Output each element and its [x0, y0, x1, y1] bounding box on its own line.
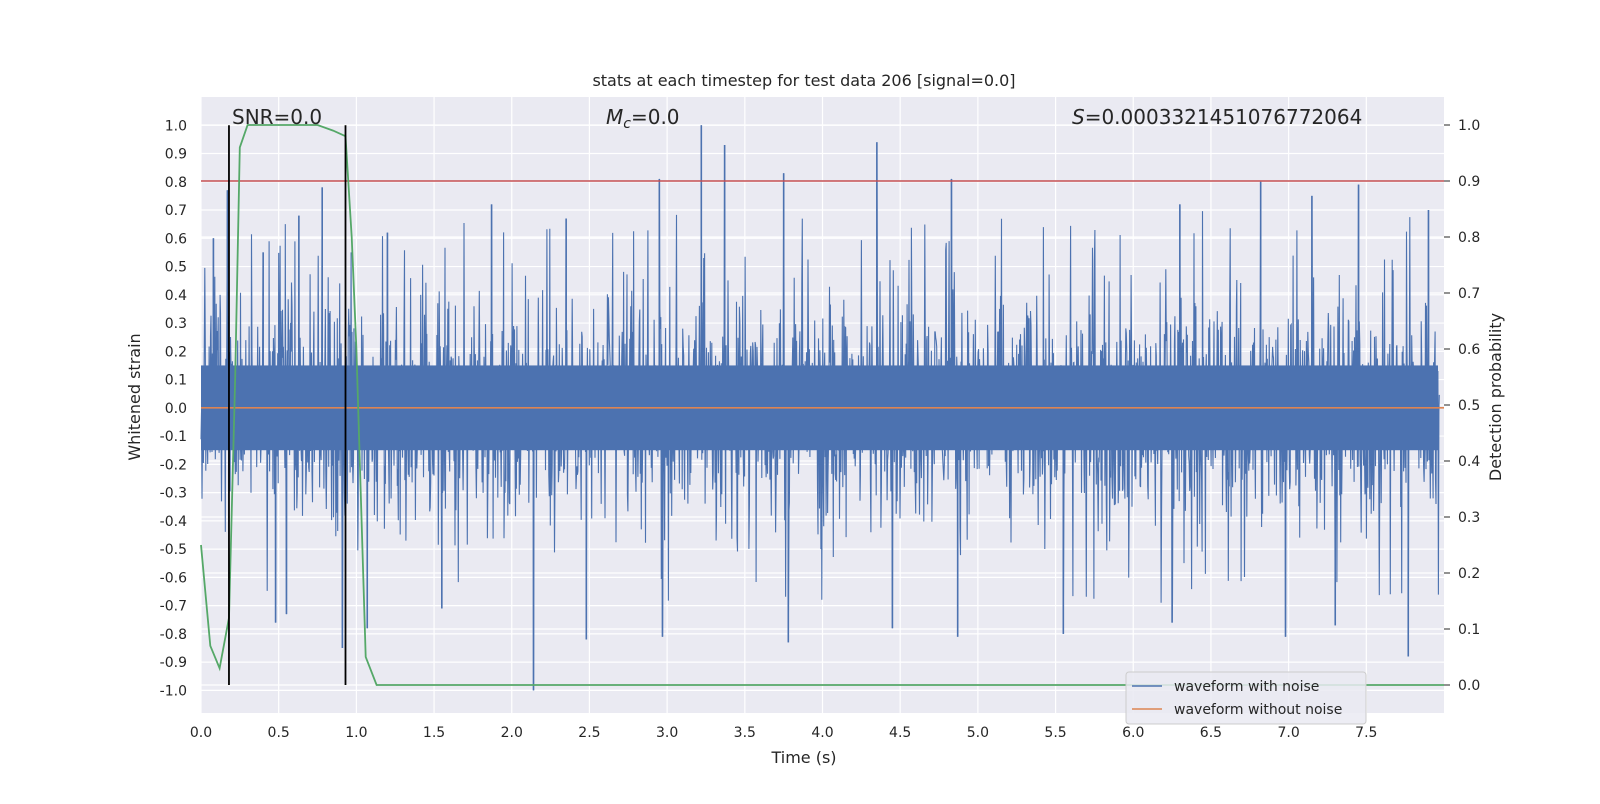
y-tick-label-9: 0.1 [165, 373, 187, 389]
y-tick-label-18: -0.8 [160, 627, 187, 643]
x-tick-label-8: 4.0 [811, 725, 833, 741]
y-tick-label-17: -0.7 [160, 599, 187, 615]
y-right-axis-label: Detection probability [1486, 313, 1505, 481]
y-tick-label-14: -0.4 [160, 514, 187, 530]
y-right-tick-label-0: 1.0 [1458, 118, 1480, 134]
y-tick-label-10: 0.0 [165, 401, 187, 417]
x-tick-label-11: 5.5 [1044, 725, 1066, 741]
x-tick-label-15: 7.5 [1355, 725, 1377, 741]
s-symbol: S [1072, 105, 1085, 129]
mc-symbol: M [606, 105, 623, 129]
y-axis-label: Whitened strain [125, 333, 144, 460]
y-tick-label-6: 0.4 [165, 288, 187, 304]
y-tick-label-8: 0.2 [165, 344, 187, 360]
x-tick-label-4: 2.0 [501, 725, 523, 741]
y-tick-label-15: -0.5 [160, 542, 187, 558]
x-tick-label-14: 7.0 [1277, 725, 1299, 741]
y-right-tick-label-5: 0.5 [1458, 398, 1480, 414]
y-tick-label-12: -0.2 [160, 457, 187, 473]
y-tick-label-2: 0.8 [165, 175, 187, 191]
left-axis-ticks: 1.0 0.9 0.8 0.7 0.6 0.5 0.4 0.3 0.2 0.1 0.0 -0.1 -0.… [160, 118, 187, 699]
y-right-tick-label-2: 0.8 [1458, 230, 1480, 246]
y-tick-label-20: -1.0 [160, 683, 187, 699]
x-tick-label-1: 0.5 [268, 725, 290, 741]
y-tick-label-7: 0.3 [165, 316, 187, 332]
legend-box [1125, 671, 1367, 725]
detection-probability-line [200, 124, 1444, 686]
y-tick-label-19: -0.9 [160, 655, 187, 671]
y-right-tick-label-7: 0.3 [1458, 510, 1480, 526]
y-right-tick-label-3: 0.7 [1458, 286, 1480, 302]
y-tick-label-1: 0.9 [165, 147, 187, 163]
legend: waveform with noise waveform without noi… [1125, 671, 1367, 725]
x-tick-label-10: 5.0 [967, 725, 989, 741]
mc-subscript: c [623, 116, 631, 132]
mc-annotation: Mc=0.0 [606, 105, 680, 132]
y-tick-label-3: 0.7 [165, 203, 187, 219]
y-right-tick-label-6: 0.4 [1458, 454, 1480, 470]
x-tick-label-12: 6.0 [1122, 725, 1144, 741]
right-axis-ticks: 1.0 0.9 0.8 0.7 0.6 0.5 0.4 0.3 0.2 0.1 0.0 [1444, 118, 1480, 694]
x-tick-label-6: 3.0 [656, 725, 678, 741]
mc-value: =0.0 [631, 105, 680, 129]
x-tick-label-0: 0.0 [190, 725, 212, 741]
chart-title: stats at each timestep for test data 206… [592, 71, 1015, 90]
s-annotation: S=0.0003321451076772064 [1072, 105, 1362, 129]
x-tick-label-13: 6.5 [1200, 725, 1222, 741]
y-right-tick-label-8: 0.2 [1458, 566, 1480, 582]
y-tick-label-13: -0.3 [160, 486, 187, 502]
y-right-tick-label-9: 0.1 [1458, 622, 1480, 638]
y-tick-label-5: 0.5 [165, 260, 187, 276]
vertical-markers [228, 125, 347, 685]
x-tick-label-5: 2.5 [578, 725, 600, 741]
y-tick-label-11: -0.1 [160, 429, 187, 445]
legend-label-clean: waveform without noise [1174, 702, 1342, 718]
x-axis-ticks: 0.0 0.5 1.0 1.5 2.0 2.5 3.0 3.5 4.0 4.5 5.0 5.5 6.0 6… [190, 725, 1378, 741]
y-tick-label-16: -0.6 [160, 570, 187, 586]
y-right-tick-label-4: 0.6 [1458, 342, 1480, 358]
snr-annotation: SNR=0.0 [232, 105, 322, 129]
y-tick-label-0: 1.0 [165, 118, 187, 134]
x-tick-label-7: 3.5 [734, 725, 756, 741]
y-right-tick-label-1: 0.9 [1458, 174, 1480, 190]
x-axis-label: Time (s) [770, 748, 836, 767]
x-tick-label-3: 1.5 [423, 725, 445, 741]
x-tick-label-2: 1.0 [345, 725, 367, 741]
legend-label-noise: waveform with noise [1174, 679, 1319, 695]
x-tick-label-9: 4.5 [889, 725, 911, 741]
y-right-tick-label-10: 0.0 [1458, 678, 1480, 694]
y-tick-label-4: 0.6 [165, 231, 187, 247]
s-value: =0.0003321451076772064 [1085, 105, 1363, 129]
